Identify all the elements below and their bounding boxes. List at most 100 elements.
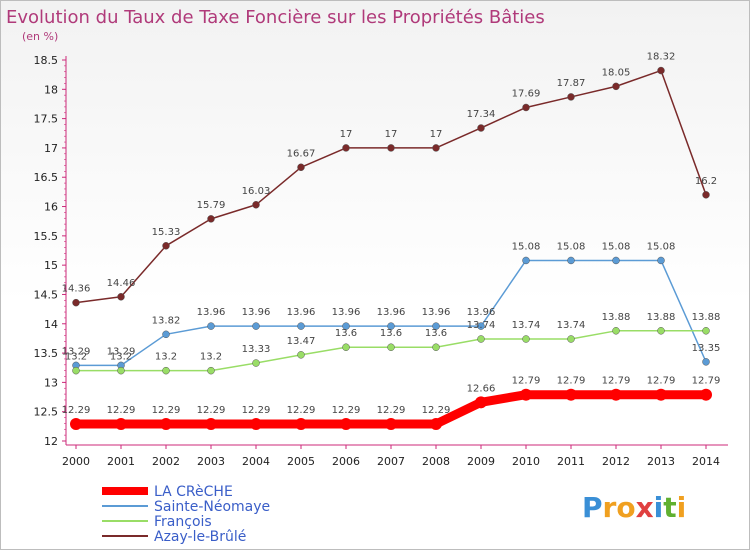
data-label: 16.2 <box>695 176 717 187</box>
data-label: 12.29 <box>152 405 181 416</box>
series-line <box>75 69 707 304</box>
y-tick-label: 12.5 <box>34 406 59 419</box>
data-point <box>565 388 577 401</box>
data-point <box>432 144 440 152</box>
data-label: 16.67 <box>287 148 316 159</box>
data-label: 12.66 <box>467 383 496 394</box>
data-label: 17.69 <box>512 88 541 99</box>
data-label: 13.74 <box>467 320 496 331</box>
x-tick-label: 2005 <box>287 455 315 468</box>
data-point <box>162 242 170 250</box>
x-tick-label: 2000 <box>62 455 90 468</box>
x-tick-label: 2010 <box>512 455 540 468</box>
data-label: 15.08 <box>602 241 631 252</box>
data-point <box>700 388 712 401</box>
data-label: 13.74 <box>557 320 586 331</box>
data-label: 13.6 <box>335 328 357 339</box>
data-point <box>72 298 80 307</box>
data-point <box>612 256 620 265</box>
chart-title: Evolution du Taux de Taxe Foncière sur l… <box>6 7 545 28</box>
data-label: 12.79 <box>512 376 541 387</box>
x-tick-label: 2011 <box>557 455 585 468</box>
x-tick-label: 2003 <box>197 455 225 468</box>
data-label: 16.03 <box>242 186 271 197</box>
data-label: 15.08 <box>557 241 586 252</box>
series-2 <box>72 327 710 375</box>
data-label: 12.79 <box>692 376 721 387</box>
x-tick-label: 2013 <box>647 455 675 468</box>
data-point <box>610 388 622 401</box>
data-point <box>567 256 575 265</box>
y-tick-label: 16 <box>44 201 58 214</box>
data-point <box>252 359 260 367</box>
data-point <box>205 418 217 431</box>
data-label: 17.87 <box>557 78 586 89</box>
data-point <box>342 322 350 330</box>
data-label: 13.33 <box>242 344 271 355</box>
data-point <box>117 366 125 375</box>
y-tick-label: 17 <box>44 142 58 155</box>
data-point <box>522 335 530 343</box>
data-point <box>702 358 710 366</box>
data-point <box>657 256 665 265</box>
data-label: 17.34 <box>467 109 496 120</box>
data-point <box>250 418 262 431</box>
data-point <box>387 322 395 330</box>
legend-label: LA CRèCHE <box>154 484 233 500</box>
data-point <box>342 343 350 351</box>
data-point <box>160 418 172 431</box>
data-label: 12.29 <box>197 405 226 416</box>
data-point <box>612 82 620 91</box>
data-label: 17 <box>340 129 353 140</box>
data-point <box>70 418 82 431</box>
data-label: 15.33 <box>152 227 181 238</box>
axes: 12 12.5 13 13.5 14 14.5 15 15.5 16 16.5 17 17.5 18 18… <box>34 54 728 468</box>
data-point <box>252 201 260 209</box>
legend-label: François <box>154 514 212 530</box>
data-label: 12.29 <box>287 405 316 416</box>
data-label: 13.96 <box>287 307 316 318</box>
data-label: 13.2 <box>200 352 222 363</box>
data-point <box>387 144 395 152</box>
y-tick-label: 13.5 <box>34 347 59 360</box>
y-tick-label: 14 <box>44 318 58 331</box>
data-point <box>252 322 260 330</box>
y-tick-label: 13 <box>44 376 58 389</box>
data-label: 17 <box>430 129 443 140</box>
chart-subtitle: (en %) <box>22 30 58 43</box>
x-tick-label: 2008 <box>422 455 450 468</box>
data-point <box>387 343 395 351</box>
data-label: 12.29 <box>377 405 406 416</box>
data-point <box>655 388 667 401</box>
data-label: 13.2 <box>155 352 177 363</box>
data-label: 15.08 <box>647 241 676 252</box>
data-point <box>477 124 485 132</box>
data-point <box>72 366 80 375</box>
data-label: 13.96 <box>332 307 361 318</box>
data-point <box>342 144 350 152</box>
data-point <box>522 103 530 112</box>
series-3 <box>72 66 710 307</box>
data-point <box>297 322 305 330</box>
data-point <box>432 322 440 330</box>
data-point <box>477 335 485 343</box>
data-point <box>162 330 170 339</box>
data-label: 13.29 <box>62 346 91 357</box>
data-point <box>297 163 305 172</box>
data-label: 13.6 <box>380 328 402 339</box>
data-point <box>567 335 575 343</box>
data-label: 15.79 <box>197 200 226 211</box>
data-label: 12.29 <box>107 405 136 416</box>
data-point <box>430 418 442 431</box>
data-point <box>657 66 665 75</box>
data-label: 13.47 <box>287 336 316 347</box>
x-tick-label: 2014 <box>692 455 720 468</box>
y-tick-label: 14.5 <box>34 288 59 301</box>
x-tick-label: 2012 <box>602 455 630 468</box>
x-tick-label: 2004 <box>242 455 270 468</box>
data-label: 12.79 <box>602 376 631 387</box>
legend-label: Sainte-Néomaye <box>154 499 270 515</box>
x-tick-label: 2006 <box>332 455 360 468</box>
